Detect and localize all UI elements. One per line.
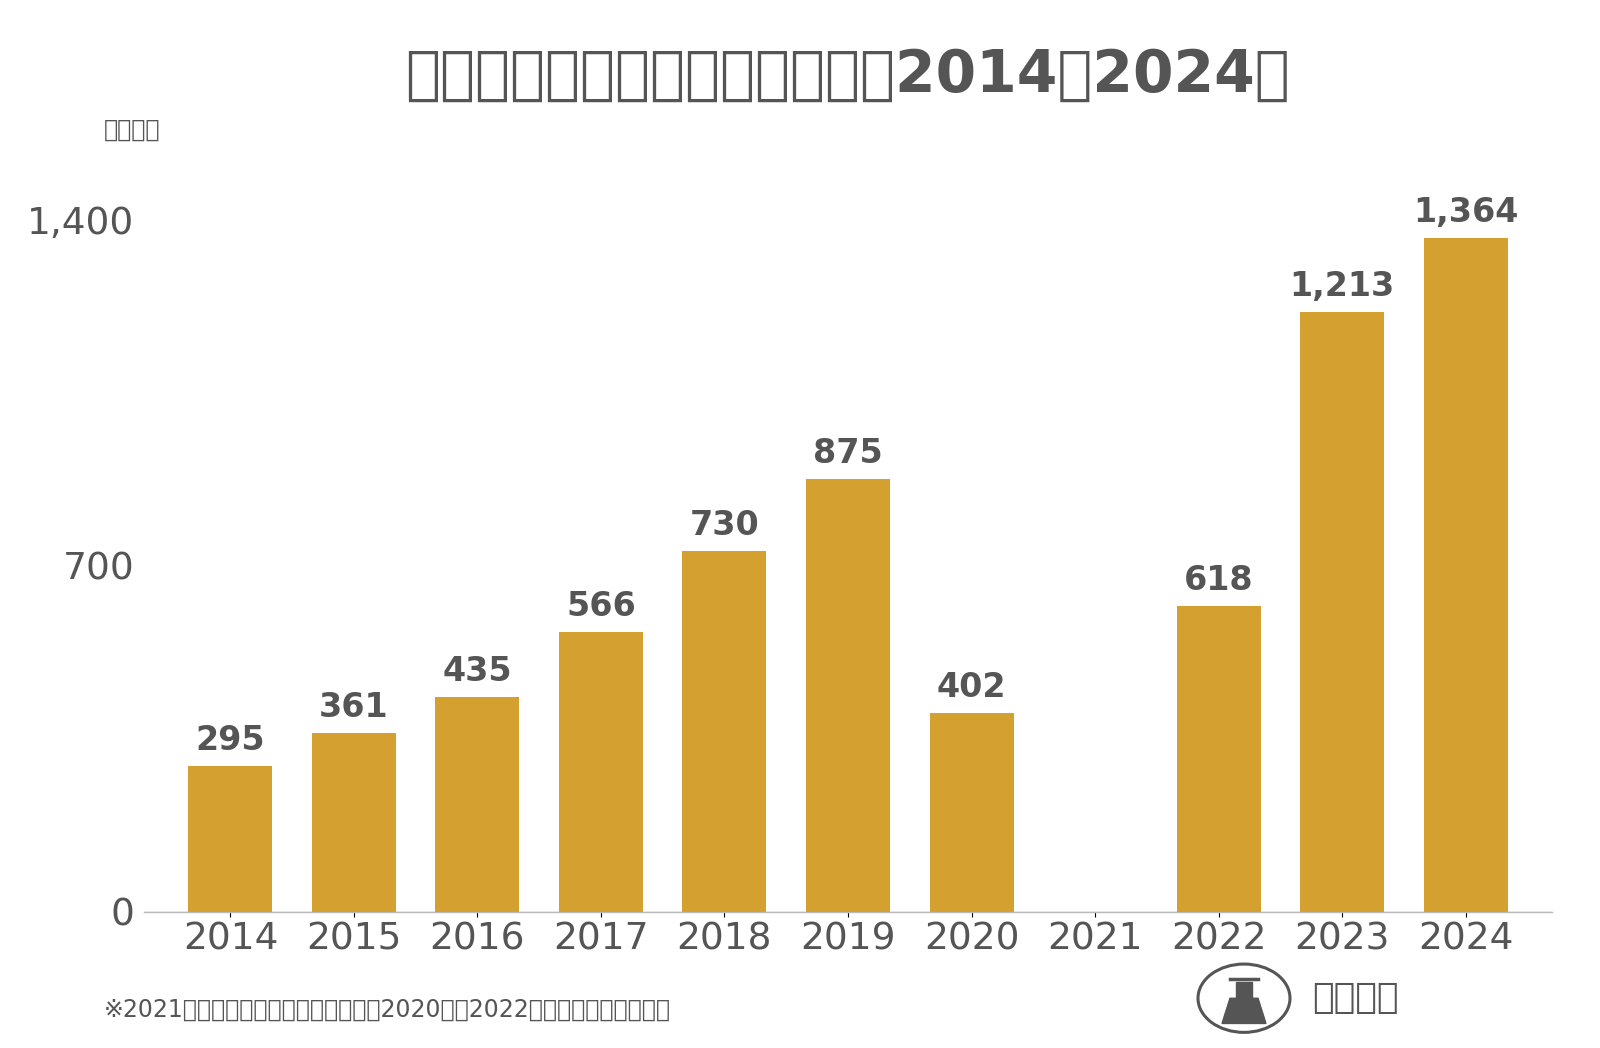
Polygon shape	[1235, 982, 1251, 998]
Text: 566: 566	[566, 590, 635, 624]
Bar	[1301, 312, 1384, 912]
Polygon shape	[1222, 998, 1266, 1024]
Title: 訪日ベトナム人消費額の推移（2014〜2024）: 訪日ベトナム人消費額の推移（2014〜2024）	[406, 47, 1290, 104]
Bar	[435, 697, 520, 912]
Text: 295: 295	[195, 724, 266, 757]
Bar	[683, 551, 766, 912]
Text: 1,364: 1,364	[1413, 196, 1518, 228]
Text: 361: 361	[318, 692, 389, 724]
Text: ※2021年は国別消費額のデータなし。2020年、2022年は観光庁の試算値。: ※2021年は国別消費額のデータなし。2020年、2022年は観光庁の試算値。	[104, 998, 670, 1022]
Text: 1,213: 1,213	[1290, 270, 1395, 304]
Bar	[1424, 238, 1507, 912]
Bar	[930, 713, 1013, 912]
Bar	[806, 479, 890, 912]
Bar	[189, 766, 272, 912]
Bar	[558, 632, 643, 912]
Bar	[312, 734, 395, 912]
Bar	[1176, 607, 1261, 912]
Text: 618: 618	[1184, 565, 1253, 597]
Text: 訪日ラボ: 訪日ラボ	[1312, 981, 1398, 1016]
Text: 435: 435	[443, 655, 512, 687]
Text: 402: 402	[936, 671, 1006, 704]
Text: 730: 730	[690, 509, 760, 542]
Text: 875: 875	[813, 437, 883, 471]
Text: （億円）: （億円）	[104, 117, 160, 141]
